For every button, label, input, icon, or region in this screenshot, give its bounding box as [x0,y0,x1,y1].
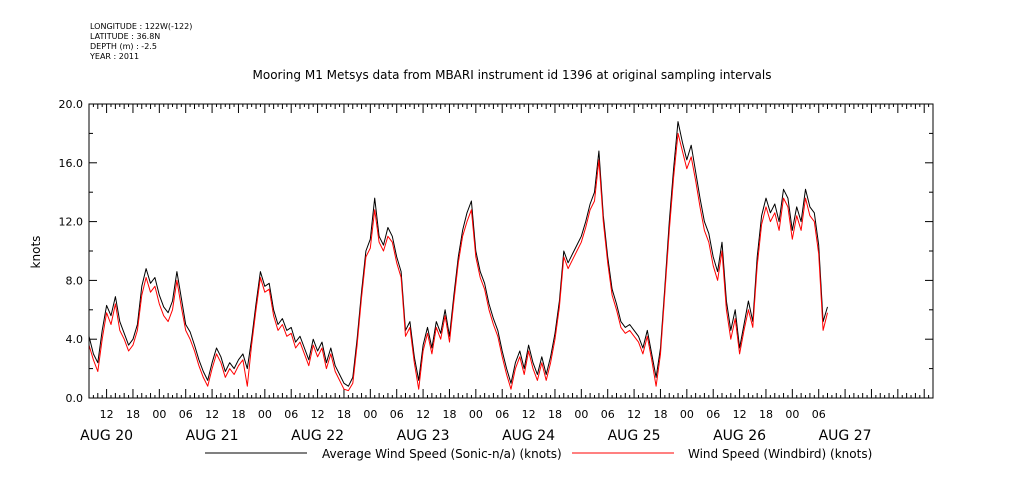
x-hour-label: 18 [548,408,562,421]
x-hour-label: 00 [680,408,694,421]
axis-ticks: 0.0 4.0 8.0 12.0 16.0 20.0 12 18 00 06 12 18 00 06 12 1… [59,98,934,444]
x-hour-label: 12 [311,408,325,421]
chart-title: Mooring M1 Metsys data from MBARI instru… [253,68,772,82]
x-hour-label: 06 [601,408,615,421]
y-tick-label: 0.0 [66,392,84,405]
y-tick-label: 4.0 [66,333,84,346]
x-hour-label: 12 [522,408,536,421]
x-hour-label: 18 [759,408,773,421]
x-hour-label: 12 [100,408,114,421]
x-hour-label: 12 [733,408,747,421]
x-date-label: AUG 24 [502,428,555,444]
x-hour-label: 06 [495,408,509,421]
plot-frame [88,103,934,399]
x-hour-label: 18 [126,408,140,421]
legend: Average Wind Speed (Sonic-n/a) (knots) W… [205,447,872,461]
series-line-average-wind-speed-sonic [88,121,828,387]
y-tick-label: 8.0 [66,274,84,287]
x-date-label: AUG 23 [397,428,450,444]
x-hour-label: 06 [812,408,826,421]
plot-series [88,121,828,392]
x-date-label: AUG 22 [291,428,344,444]
meta-year: YEAR : 2011 [89,52,139,61]
y-tick-label: 12.0 [59,216,84,229]
x-date-label: AUG 20 [80,428,133,444]
y-axis-label: knots [29,236,43,269]
x-hour-label: 18 [442,408,456,421]
x-hour-label: 00 [152,408,166,421]
x-date-label: AUG 26 [713,428,766,444]
legend-label-sonic: Average Wind Speed (Sonic-n/a) (knots) [322,447,562,461]
x-hour-label: 00 [258,408,272,421]
y-tick-label: 16.0 [59,157,84,170]
x-hour-label: 06 [706,408,720,421]
x-hour-label: 18 [653,408,667,421]
x-hour-label: 12 [627,408,641,421]
y-tick-label: 20.0 [59,98,84,111]
x-date-label: AUG 27 [819,428,872,444]
series-line-wind-speed-windbird [88,132,828,392]
x-date-label: AUG 25 [608,428,661,444]
x-hour-label: 06 [284,408,298,421]
x-hour-label: 00 [469,408,483,421]
meta-depth: DEPTH (m) : -2.5 [90,42,157,51]
meta-latitude: LATITUDE : 36.8N [90,32,160,41]
x-hour-label: 18 [231,408,245,421]
x-hour-label: 06 [390,408,404,421]
x-hour-label: 00 [785,408,799,421]
x-hour-label: 06 [179,408,193,421]
meta-longitude: LONGITUDE : 122W(-122) [90,22,192,31]
x-date-label: AUG 21 [186,428,239,444]
x-hour-label: 18 [337,408,351,421]
x-hour-label: 12 [416,408,430,421]
legend-label-windbird: Wind Speed (Windbird) (knots) [688,447,872,461]
x-hour-label: 12 [205,408,219,421]
x-hour-label: 00 [574,408,588,421]
x-hour-label: 00 [363,408,377,421]
